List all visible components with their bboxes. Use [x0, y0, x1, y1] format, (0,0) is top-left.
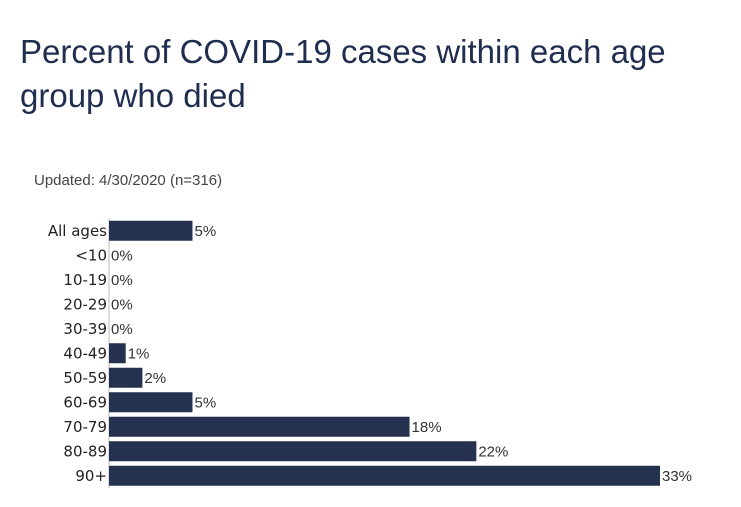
category-label: 80-89 [63, 442, 107, 460]
bar [109, 441, 477, 462]
category-label: 50-59 [63, 369, 107, 387]
bar [109, 465, 660, 486]
category-label: 90+ [75, 467, 107, 485]
category-label: All ages [48, 222, 107, 240]
value-label: 0% [111, 296, 133, 313]
value-label: 0% [111, 247, 133, 264]
bar [109, 220, 193, 241]
value-label: 1% [128, 345, 150, 362]
category-label: 20-29 [63, 295, 107, 313]
value-label: 2% [144, 370, 166, 387]
category-label: <10 [75, 246, 107, 264]
value-label: 22% [478, 443, 508, 460]
bar [109, 367, 143, 388]
value-label: 0% [111, 272, 133, 289]
chart-title: Percent of COVID-19 cases within each ag… [20, 33, 666, 114]
chart-subtitle: Updated: 4/30/2020 (n=316) [34, 172, 223, 189]
value-label: 18% [412, 419, 442, 436]
value-label: 0% [111, 321, 133, 338]
category-label: 10-19 [63, 271, 107, 289]
value-label: 5% [194, 223, 216, 240]
category-label: 30-39 [63, 320, 107, 338]
bar [109, 392, 193, 413]
value-label: 33% [662, 468, 692, 485]
value-label: 5% [194, 394, 216, 411]
bar [109, 343, 126, 364]
category-label: 60-69 [63, 393, 107, 411]
category-label: 40-49 [63, 344, 107, 362]
bar [109, 416, 410, 437]
category-label: 70-79 [63, 418, 107, 436]
